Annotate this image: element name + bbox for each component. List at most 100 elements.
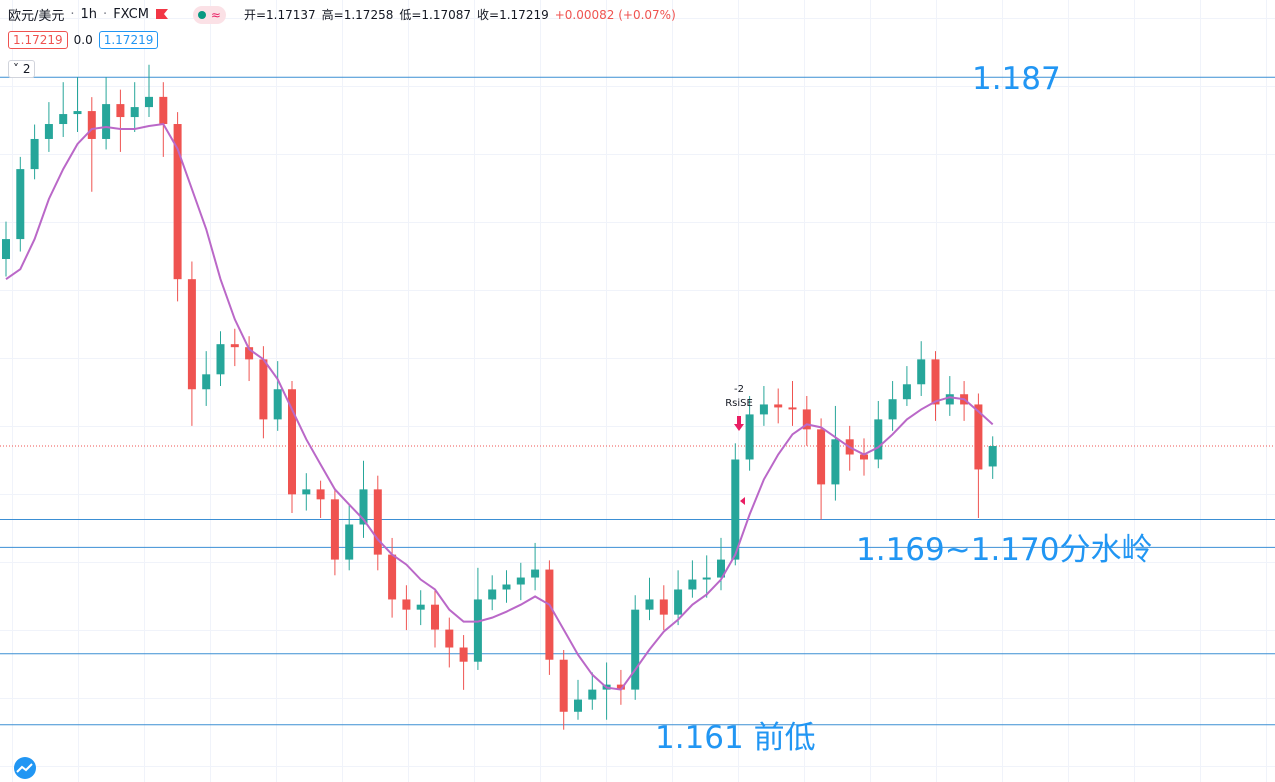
signal-count: -2 (734, 384, 744, 395)
candle-body (288, 389, 296, 495)
candle-body (974, 404, 983, 470)
candle-body (902, 384, 911, 400)
candle-body (688, 579, 697, 590)
candle-body (831, 439, 840, 485)
annotation: 1.187 (972, 61, 1061, 97)
candle-body (59, 114, 68, 125)
candle-body (717, 559, 725, 578)
candle-body (330, 499, 339, 560)
candle-body (874, 419, 883, 460)
candle-body (431, 604, 439, 630)
candle-body (645, 599, 654, 610)
ohlc-open: 开=1.17137 (243, 8, 316, 22)
candle-body (416, 604, 425, 610)
candle-body (230, 344, 239, 348)
candle-body (173, 124, 182, 280)
candle-body (87, 111, 96, 139)
approx-icon: ≈ (210, 7, 221, 22)
status-pill[interactable]: ≈ (192, 5, 226, 24)
separator: · (103, 7, 108, 22)
indicator-row: 1.17219 0.0 1.17219 (8, 31, 159, 49)
candle-body (488, 589, 497, 600)
candle-body (988, 446, 997, 467)
candle-body (659, 599, 668, 615)
interval[interactable]: 1h (80, 7, 98, 22)
candle-body (445, 629, 454, 648)
candle-body (130, 107, 139, 118)
toolbar: 欧元/美元 · 1h · FXCM ≈ 开=1.17137 高=1.17258 低=… (8, 5, 676, 24)
ohlc-close: 收=1.17219 (477, 8, 549, 22)
candle-body (273, 389, 282, 420)
candle-body (73, 111, 82, 115)
candle-body (759, 404, 768, 415)
candle-body (116, 104, 125, 118)
candle-body (30, 138, 39, 170)
candle-body (102, 104, 111, 139)
candle-body (502, 584, 511, 590)
signal-label: RsiSE (725, 398, 753, 409)
candle-body (388, 554, 397, 600)
candle-body (774, 404, 783, 408)
candle-body (373, 489, 382, 555)
candle-body (316, 489, 325, 500)
candle-body (187, 279, 196, 390)
candle-body (473, 599, 482, 662)
candle-body (860, 454, 868, 460)
candle-body (802, 409, 811, 430)
candle-body (588, 689, 597, 700)
candle-body (788, 407, 797, 410)
exchange: FXCM (113, 7, 149, 22)
candle-body (531, 569, 540, 578)
candle-body (216, 344, 225, 375)
ohlc-change: +0.00082 (+0.07%) (554, 7, 676, 22)
candle-body (559, 659, 568, 712)
flag-icon[interactable] (155, 8, 169, 22)
candle-body (702, 577, 711, 580)
candle-body (731, 459, 740, 560)
candle-body (888, 399, 897, 420)
collapse-row: ˅ 2 (8, 60, 36, 78)
candle-body (302, 489, 311, 495)
candle-body (545, 569, 554, 660)
candle-body (459, 647, 468, 662)
candle-body (745, 414, 754, 460)
moving-average (5, 122, 994, 691)
candle-body (917, 359, 926, 385)
candle-body (2, 239, 10, 260)
logo[interactable] (12, 757, 38, 779)
candle-body (345, 524, 354, 560)
candle-body (245, 347, 254, 360)
candle-body (145, 96, 153, 108)
candle-body (616, 684, 625, 690)
candle-body (945, 394, 954, 405)
candle-body (631, 609, 640, 690)
candle-body (574, 699, 582, 712)
annotation: 1.169~1.170分水岭 (856, 532, 1152, 568)
market-dot (197, 10, 206, 19)
candle-body (259, 359, 268, 420)
candle-body (44, 124, 53, 139)
candle-body (202, 374, 211, 390)
candle-body (817, 429, 826, 485)
candle-body (931, 359, 940, 405)
indicator-value: 1.17219 (8, 31, 68, 49)
separator: · (70, 7, 75, 22)
signal-marker (740, 497, 745, 505)
candle-body (159, 96, 168, 125)
candle-body (674, 589, 683, 615)
indicator-value: 0.0 (73, 33, 93, 47)
candle-body (16, 169, 25, 240)
indicator-value: 1.17219 (98, 31, 159, 49)
candle-body (359, 489, 368, 525)
candle-body (516, 577, 525, 585)
symbol[interactable]: 欧元/美元 (8, 9, 65, 24)
collapse-button[interactable]: ˅ 2 (8, 60, 36, 78)
collapse-count: 2 (22, 62, 31, 76)
candle-body (402, 599, 411, 610)
annotation: 1.161 前低 (655, 720, 816, 756)
signal-arrow (734, 416, 744, 431)
ohlc-high: 高=1.17258 (321, 8, 394, 22)
ohlc-low: 低=1.17087 (399, 8, 472, 22)
